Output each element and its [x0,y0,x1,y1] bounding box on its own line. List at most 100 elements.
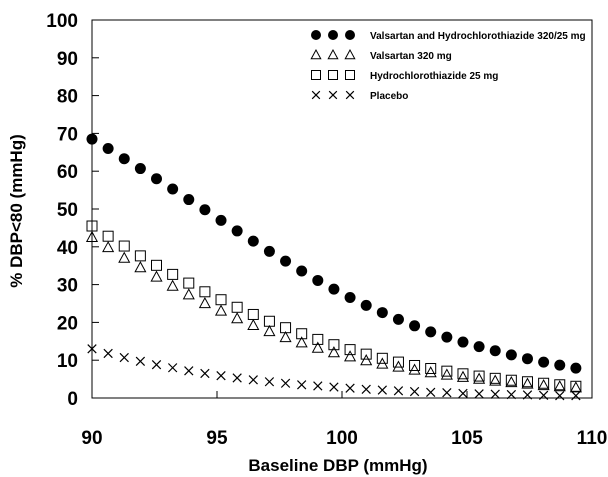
data-point [569,381,582,393]
data-point [377,385,387,395]
data-point [505,349,517,361]
legend: Valsartan and Hydrochlorothiazide 320/25… [310,30,586,102]
data-point [408,363,421,375]
data-point [86,220,98,232]
data-point [345,383,355,393]
data-point [521,353,533,365]
data-point [231,301,243,313]
data-point [312,333,324,345]
data-point [199,204,211,216]
data-point [505,375,518,388]
data-point [489,372,501,384]
data-point [425,363,437,375]
axes: 0 10 20 30 40 50 60 70 80 90 100 90 95 100 105 110 Basel… [7,11,607,475]
data-point [199,286,211,298]
legend-label: Valsartan 320 mg [370,51,452,62]
data-point [118,251,131,263]
data-point [554,379,566,391]
data-point [344,291,356,303]
data-point [489,345,501,357]
data-point [360,354,373,366]
data-point [247,318,260,331]
data-point [102,230,114,242]
data-point [215,294,227,306]
y-tick-label: 0 [67,389,78,410]
data-point [296,328,308,340]
data-point [280,255,292,267]
data-point [392,360,405,372]
data-point [151,360,162,370]
legend-entry: Hydrochlorothiazide 25 mg [311,70,498,82]
y-tick-label: 70 [57,124,78,145]
data-point [231,312,244,324]
data-point [280,378,291,388]
data-point [409,359,421,371]
data-point [538,356,550,368]
data-point [167,363,178,373]
x-tick-label: 90 [81,428,102,449]
data-point [312,274,324,286]
data-point [280,322,292,334]
data-point [521,377,534,389]
legend-marker [345,90,355,100]
legend-entry: Valsartan and Hydrochlorothiazide 320/25… [311,30,586,42]
data-point [392,313,404,325]
legend-marker [327,48,339,60]
data-point [538,377,550,389]
data-point [135,356,146,367]
data-point [214,304,228,316]
data-point [473,370,485,382]
data-point [441,331,453,343]
legend-marker [311,90,321,100]
data-point [263,324,276,337]
x-tick-label: 105 [451,428,483,449]
data-point [442,388,452,398]
y-tick-label: 60 [57,162,78,183]
data-point [360,348,372,360]
y-tick-label: 50 [57,200,78,221]
data-point [102,143,114,155]
data-point [296,265,308,277]
data-point [86,133,98,145]
series-1 [85,230,582,393]
data-point [473,372,486,384]
data-point [571,391,581,401]
legend-marker [310,48,322,60]
data-point [456,370,470,382]
data-point [457,336,469,348]
data-point [360,299,372,311]
data-point [409,386,420,397]
data-point [311,341,324,353]
legend-marker [345,70,355,80]
data-point [151,173,162,185]
data-point [555,391,565,401]
data-point [553,380,566,392]
data-point [393,386,404,396]
legend-label: Placebo [370,91,408,102]
legend-marker [328,70,338,80]
data-point [521,376,533,388]
y-tick-label: 30 [57,276,78,297]
y-tick-label: 90 [57,49,78,70]
data-point [392,356,404,368]
data-point [554,359,566,371]
data-point [167,183,179,195]
data-point [134,163,146,175]
data-point [506,389,517,400]
data-point [216,371,226,381]
data-point [200,368,210,379]
data-point [327,346,340,358]
series-0 [86,133,582,374]
data-point [103,348,113,359]
x-tick-label: 100 [326,428,358,449]
data-point [328,283,340,295]
data-point [215,214,227,226]
x-tick-label: 95 [206,428,228,449]
data-point [102,241,115,253]
data-point [489,374,502,386]
data-point [248,375,258,385]
data-marks [85,133,582,401]
legend-entry: Placebo [311,90,408,102]
